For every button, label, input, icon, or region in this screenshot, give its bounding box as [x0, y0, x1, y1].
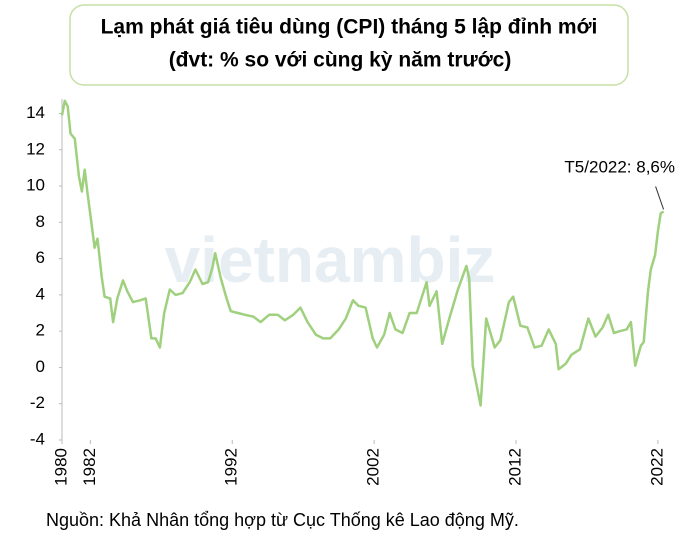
y-tick-label: -4	[30, 429, 45, 448]
cpi-line	[60, 99, 665, 407]
x-tick-label: 2022	[647, 448, 666, 486]
y-tick-label: -2	[30, 393, 45, 412]
y-tick-label: 4	[36, 284, 45, 303]
watermark: vietnambiz	[165, 224, 496, 296]
y-tick-label: 0	[36, 357, 45, 376]
x-tick-label: 1982	[80, 448, 99, 486]
annotation-leader	[655, 186, 665, 210]
y-tick-label: 10	[26, 176, 45, 195]
x-tick-label: 1980	[51, 448, 70, 486]
y-tick-label: 8	[36, 212, 45, 231]
y-tick-label: 2	[36, 321, 45, 340]
y-tick-label: 14	[26, 103, 45, 122]
chart-title: Lạm phát giá tiêu dùng (CPI) tháng 5 lập…	[101, 16, 598, 39]
x-tick-label: 2012	[506, 448, 525, 486]
chart-subtitle: (đvt: % so với cùng kỳ năm trước)	[169, 49, 512, 72]
source: Nguồn: Khả Nhân tổng hợp từ Cục Thống kê…	[46, 510, 519, 530]
annotation: T5/2022: 8,6%	[564, 157, 675, 176]
title-box	[69, 4, 629, 86]
x-tick-label: 2002	[364, 448, 383, 486]
y-tick-label: 12	[26, 139, 45, 158]
x-tick-label: 1992	[222, 448, 241, 486]
y-tick-label: 6	[36, 248, 45, 267]
